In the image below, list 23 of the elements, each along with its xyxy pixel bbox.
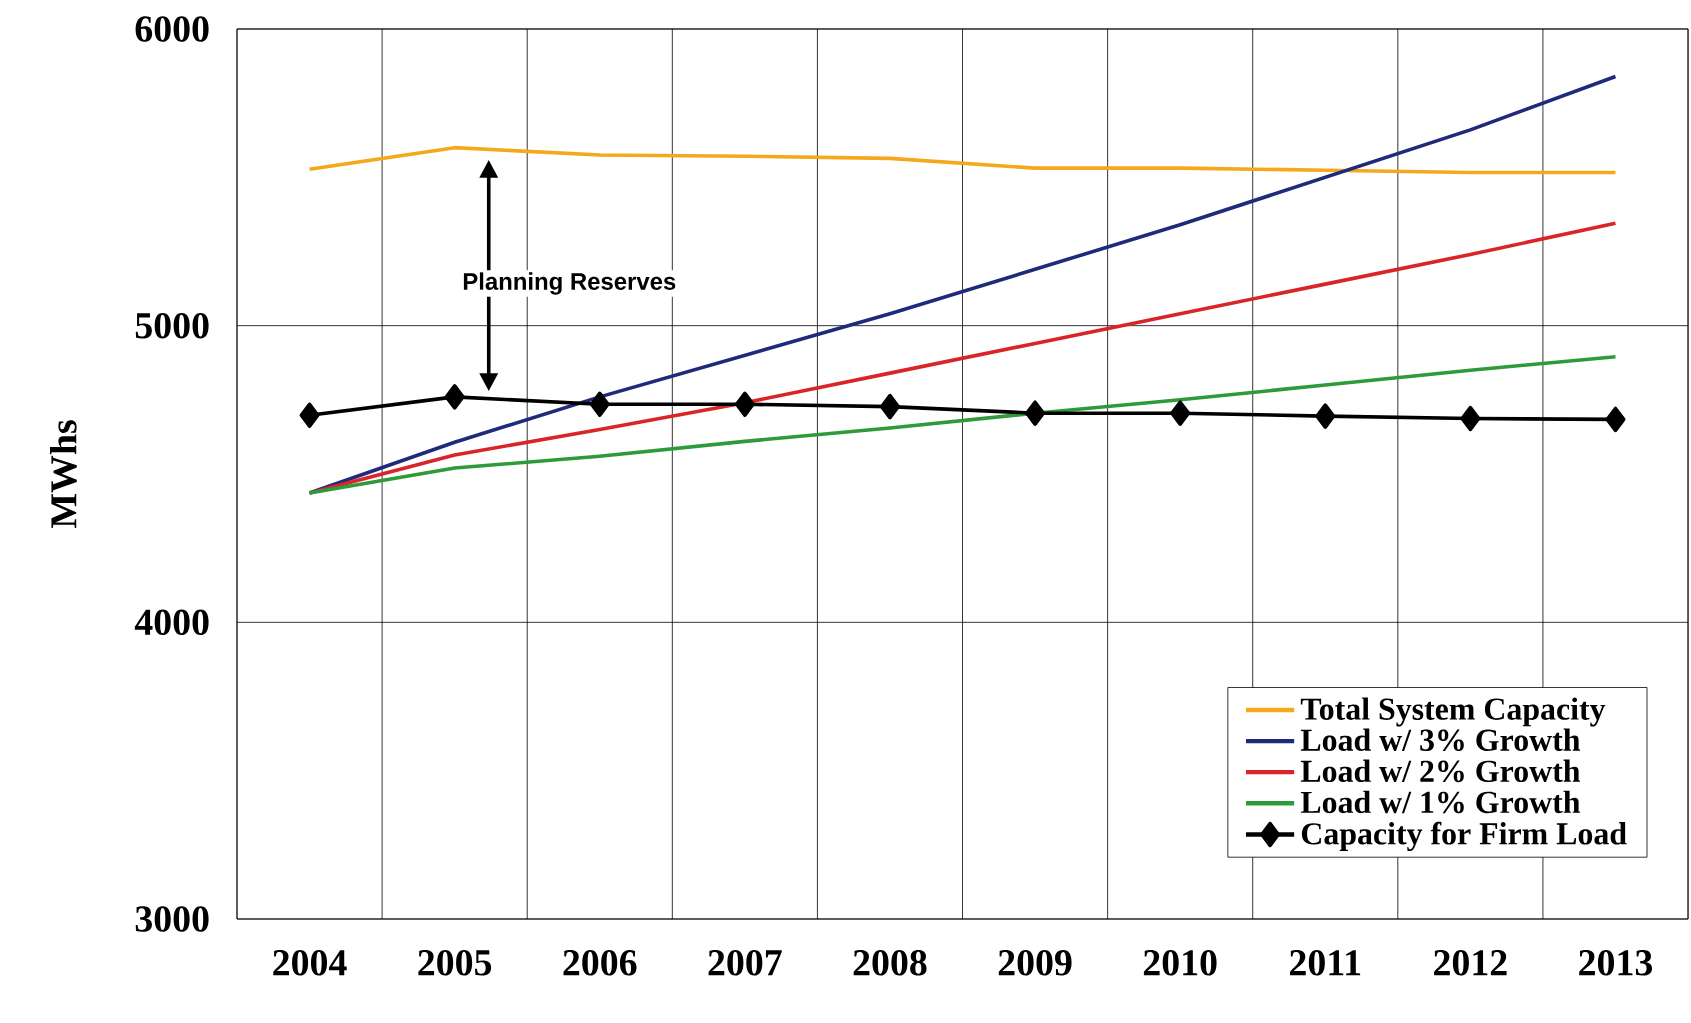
annotation: Planning Reserves — [463, 272, 676, 295]
x-tick-label: 2012 — [1434, 949, 1507, 976]
line-series — [307, 355, 1618, 495]
x-tick-label: 2005 — [418, 949, 492, 976]
x-tick-label: 2006 — [563, 949, 637, 976]
legend-label: Load w/ 3% Growth — [1300, 728, 1581, 752]
y-tick-label: 4000 — [134, 609, 209, 636]
y-tick-label: 5000 — [135, 312, 209, 339]
x-tick-label: 2010 — [1143, 949, 1217, 976]
legend-label: Load w/ 1% Growth — [1300, 790, 1581, 814]
x-tick-label: 2004 — [273, 949, 347, 976]
legend-label: Total System Capacity — [1300, 697, 1606, 727]
x-tick-label: 2011 — [1290, 949, 1361, 976]
y-tick-label: 3000 — [135, 906, 209, 932]
x-tick-label: 2009 — [998, 949, 1072, 976]
legend-label: Capacity for Firm Load — [1301, 821, 1627, 852]
y-axis-title: MWhs — [49, 420, 77, 529]
x-tick-label: 2008 — [853, 949, 927, 976]
x-tick-label: 2007 — [708, 949, 782, 976]
x-tick-label: 2013 — [1579, 949, 1653, 976]
legend-label: Load w/ 2% Growth — [1300, 759, 1581, 783]
y-tick-label: 6000 — [135, 16, 209, 42]
line-series — [307, 145, 1618, 175]
